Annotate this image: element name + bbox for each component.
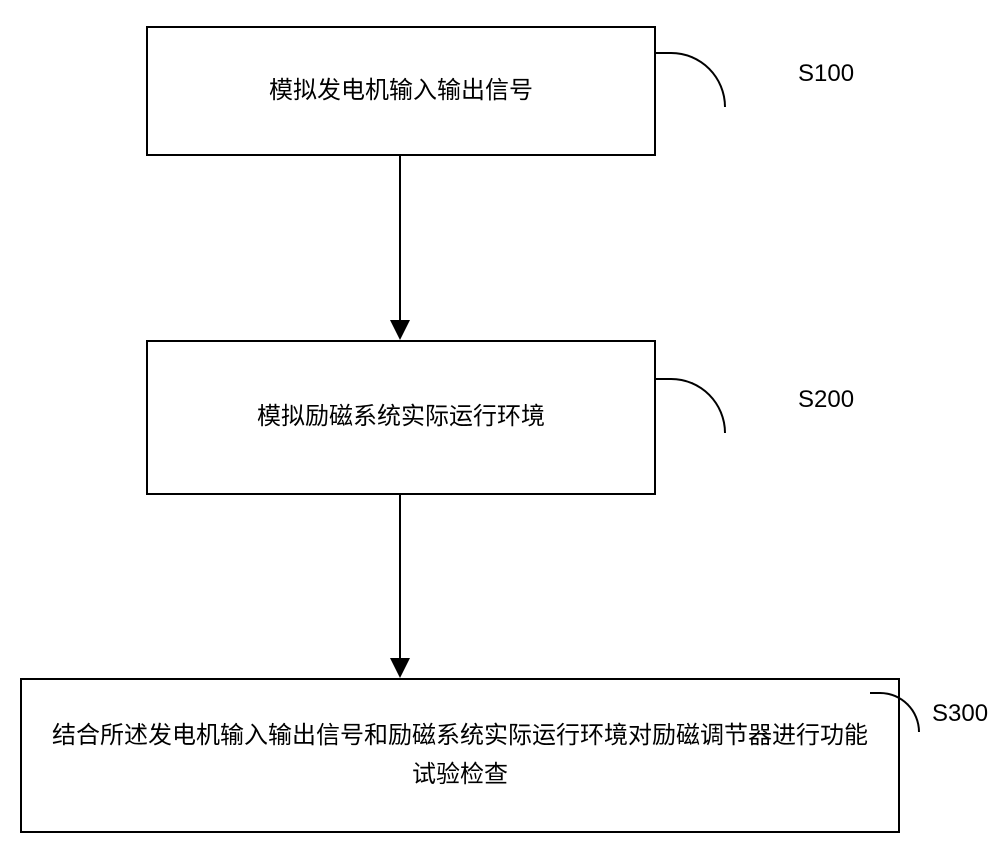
label-connector-icon	[656, 52, 726, 107]
flow-step-text: 模拟励磁系统实际运行环境	[257, 398, 545, 436]
arrow-line	[399, 156, 401, 320]
flow-step-s300: 结合所述发电机输入输出信号和励磁系统实际运行环境对励磁调节器进行功能试验检查	[20, 678, 900, 833]
label-connector-icon	[870, 692, 920, 732]
step-label-s200: S200	[798, 386, 854, 414]
arrow-head-icon	[390, 658, 410, 678]
step-label-s300: S300	[932, 700, 988, 728]
flow-step-s100: 模拟发电机输入输出信号	[146, 26, 656, 156]
flow-step-text: 结合所述发电机输入输出信号和励磁系统实际运行环境对励磁调节器进行功能试验检查	[42, 717, 878, 794]
flow-step-s200: 模拟励磁系统实际运行环境	[146, 340, 656, 495]
arrow-head-icon	[390, 320, 410, 340]
step-label-s100: S100	[798, 60, 854, 88]
arrow-line	[399, 495, 401, 658]
flow-step-text: 模拟发电机输入输出信号	[269, 72, 533, 110]
label-connector-icon	[656, 378, 726, 433]
